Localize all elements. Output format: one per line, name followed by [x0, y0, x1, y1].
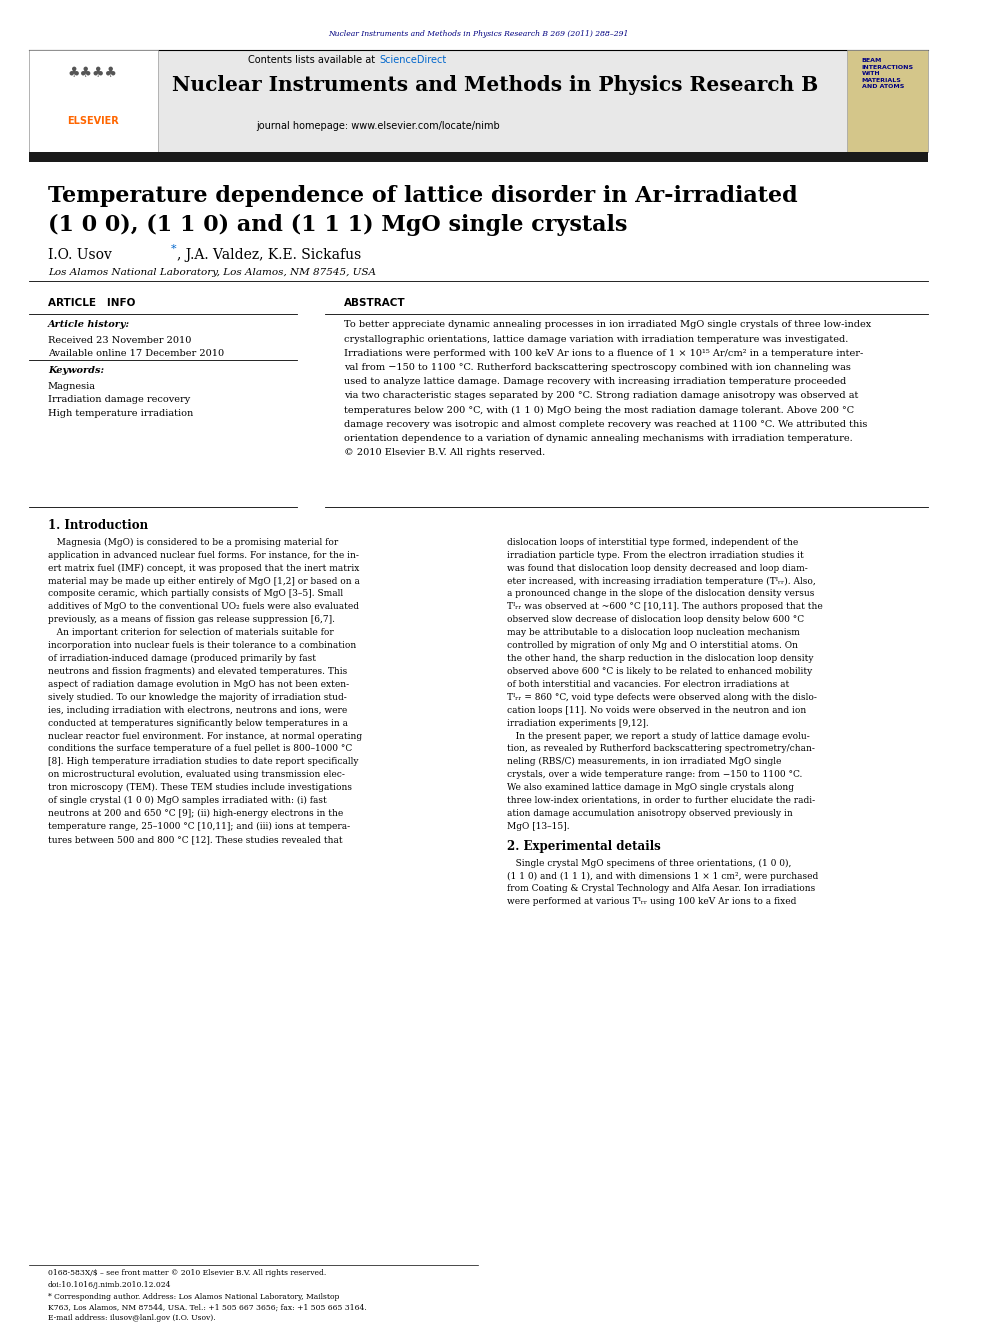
- Text: may be attributable to a dislocation loop nucleation mechanism: may be attributable to a dislocation loo…: [507, 628, 800, 638]
- Text: Nuclear Instruments and Methods in Physics Research B: Nuclear Instruments and Methods in Physi…: [173, 75, 818, 95]
- Text: 0168-583X/$ – see front matter © 2010 Elsevier B.V. All rights reserved.: 0168-583X/$ – see front matter © 2010 El…: [48, 1269, 326, 1277]
- Text: the other hand, the sharp reduction in the dislocation loop density: the other hand, the sharp reduction in t…: [507, 654, 813, 663]
- Text: neutrons and fission fragments) and elevated temperatures. This: neutrons and fission fragments) and elev…: [48, 667, 347, 676]
- Text: crystals, over a wide temperature range: from −150 to 1100 °C.: crystals, over a wide temperature range:…: [507, 770, 803, 779]
- Text: aspect of radiation damage evolution in MgO has not been exten-: aspect of radiation damage evolution in …: [48, 680, 349, 689]
- Text: eter increased, with increasing irradiation temperature (Tᴵᵣᵣ). Also,: eter increased, with increasing irradiat…: [507, 577, 815, 586]
- Text: ation damage accumulation anisotropy observed previously in: ation damage accumulation anisotropy obs…: [507, 810, 793, 818]
- Text: Article history:: Article history:: [48, 320, 130, 329]
- Text: © 2010 Elsevier B.V. All rights reserved.: © 2010 Elsevier B.V. All rights reserved…: [344, 448, 546, 458]
- Text: used to analyze lattice damage. Damage recovery with increasing irradiation temp: used to analyze lattice damage. Damage r…: [344, 377, 847, 386]
- Text: incorporation into nuclear fuels is their tolerance to a combination: incorporation into nuclear fuels is thei…: [48, 642, 356, 650]
- Text: (1 1 0) and (1 1 1), and with dimensions 1 × 1 cm², were purchased: (1 1 0) and (1 1 1), and with dimensions…: [507, 872, 818, 881]
- Text: *: *: [171, 243, 176, 254]
- Text: MgO [13–15].: MgO [13–15].: [507, 822, 569, 831]
- FancyBboxPatch shape: [29, 152, 929, 163]
- Text: K763, Los Alamos, NM 87544, USA. Tel.: +1 505 667 3656; fax: +1 505 665 3164.: K763, Los Alamos, NM 87544, USA. Tel.: +…: [48, 1303, 367, 1311]
- Text: [8]. High temperature irradiation studies to date report specifically: [8]. High temperature irradiation studie…: [48, 757, 358, 766]
- Text: Keywords:: Keywords:: [48, 366, 104, 376]
- Text: of single crystal (1 0 0) MgO samples irradiated with: (i) fast: of single crystal (1 0 0) MgO samples ir…: [48, 796, 326, 806]
- Text: observed slow decrease of dislocation loop density below 600 °C: observed slow decrease of dislocation lo…: [507, 615, 805, 624]
- Text: ert matrix fuel (IMF) concept, it was proposed that the inert matrix: ert matrix fuel (IMF) concept, it was pr…: [48, 564, 359, 573]
- Text: neutrons at 200 and 650 °C [9]; (ii) high-energy electrons in the: neutrons at 200 and 650 °C [9]; (ii) hig…: [48, 810, 343, 818]
- Text: Los Alamos National Laboratory, Los Alamos, NM 87545, USA: Los Alamos National Laboratory, Los Alam…: [48, 267, 376, 277]
- Text: observed above 600 °C is likely to be related to enhanced mobility: observed above 600 °C is likely to be re…: [507, 667, 812, 676]
- Text: sively studied. To our knowledge the majority of irradiation stud-: sively studied. To our knowledge the maj…: [48, 693, 346, 701]
- Text: tion, as revealed by Rutherford backscattering spectrometry/chan-: tion, as revealed by Rutherford backscat…: [507, 745, 815, 753]
- Text: ♣♣♣♣: ♣♣♣♣: [67, 66, 118, 79]
- Text: temperatures below 200 °C, with (1 1 0) MgO being the most radiation damage tole: temperatures below 200 °C, with (1 1 0) …: [344, 406, 854, 415]
- Text: orientation dependence to a variation of dynamic annealing mechanisms with irrad: orientation dependence to a variation of…: [344, 434, 853, 443]
- Text: via two characteristic stages separated by 200 °C. Strong radiation damage aniso: via two characteristic stages separated …: [344, 392, 859, 401]
- Text: tron microscopy (TEM). These TEM studies include investigations: tron microscopy (TEM). These TEM studies…: [48, 783, 352, 792]
- Text: on microstructural evolution, evaluated using transmission elec-: on microstructural evolution, evaluated …: [48, 770, 344, 779]
- Text: composite ceramic, which partially consists of MgO [3–5]. Small: composite ceramic, which partially consi…: [48, 590, 343, 598]
- Text: irradiation particle type. From the electron irradiation studies it: irradiation particle type. From the elec…: [507, 550, 804, 560]
- Text: temperature range, 25–1000 °C [10,11]; and (iii) ions at tempera-: temperature range, 25–1000 °C [10,11]; a…: [48, 822, 350, 831]
- Text: ARTICLE   INFO: ARTICLE INFO: [48, 298, 135, 308]
- Text: , J.A. Valdez, K.E. Sickafus: , J.A. Valdez, K.E. Sickafus: [177, 247, 361, 262]
- Text: material may be made up either entirely of MgO [1,2] or based on a: material may be made up either entirely …: [48, 577, 360, 586]
- Text: Tᴵᵣᵣ was observed at ~600 °C [10,11]. The authors proposed that the: Tᴵᵣᵣ was observed at ~600 °C [10,11]. Th…: [507, 602, 822, 611]
- Text: High temperature irradiation: High temperature irradiation: [48, 409, 193, 418]
- Text: additives of MgO to the conventional UO₂ fuels were also evaluated: additives of MgO to the conventional UO₂…: [48, 602, 359, 611]
- Text: Nuclear Instruments and Methods in Physics Research B 269 (2011) 288–291: Nuclear Instruments and Methods in Physi…: [328, 30, 629, 38]
- Text: Temperature dependence of lattice disorder in Ar-irradiated: Temperature dependence of lattice disord…: [48, 184, 798, 206]
- Text: Magnesia (MgO) is considered to be a promising material for: Magnesia (MgO) is considered to be a pro…: [48, 537, 338, 546]
- Text: I.O. Usov: I.O. Usov: [48, 247, 112, 262]
- Text: previously, as a means of fission gas release suppression [6,7].: previously, as a means of fission gas re…: [48, 615, 335, 624]
- Text: damage recovery was isotropic and almost complete recovery was reached at 1100 °: damage recovery was isotropic and almost…: [344, 419, 868, 429]
- Text: Available online 17 December 2010: Available online 17 December 2010: [48, 349, 224, 359]
- Text: To better appreciate dynamic annealing processes in ion irradiated MgO single cr: To better appreciate dynamic annealing p…: [344, 320, 872, 329]
- Text: An important criterion for selection of materials suitable for: An important criterion for selection of …: [48, 628, 333, 638]
- Text: crystallographic orientations, lattice damage variation with irradiation tempera: crystallographic orientations, lattice d…: [344, 335, 849, 344]
- FancyBboxPatch shape: [29, 50, 847, 152]
- Text: ABSTRACT: ABSTRACT: [344, 298, 406, 308]
- Text: ies, including irradiation with electrons, neutrons and ions, were: ies, including irradiation with electron…: [48, 705, 347, 714]
- Text: application in advanced nuclear fuel forms. For instance, for the in-: application in advanced nuclear fuel for…: [48, 550, 359, 560]
- Text: irradiation experiments [9,12].: irradiation experiments [9,12].: [507, 718, 649, 728]
- Text: of irradiation-induced damage (produced primarily by fast: of irradiation-induced damage (produced …: [48, 654, 315, 663]
- Text: 1. Introduction: 1. Introduction: [48, 520, 148, 532]
- Text: We also examined lattice damage in MgO single crystals along: We also examined lattice damage in MgO s…: [507, 783, 794, 792]
- Text: dislocation loops of interstitial type formed, independent of the: dislocation loops of interstitial type f…: [507, 537, 799, 546]
- Text: doi:10.1016/j.nimb.2010.12.024: doi:10.1016/j.nimb.2010.12.024: [48, 1281, 172, 1289]
- Text: were performed at various Tᴵᵣᵣ using 100 keV Ar ions to a fixed: were performed at various Tᴵᵣᵣ using 100…: [507, 897, 797, 906]
- Text: conditions the surface temperature of a fuel pellet is 800–1000 °C: conditions the surface temperature of a …: [48, 745, 352, 753]
- Text: val from −150 to 1100 °C. Rutherford backscattering spectroscopy combined with i: val from −150 to 1100 °C. Rutherford bac…: [344, 363, 851, 372]
- Text: ScienceDirect: ScienceDirect: [379, 56, 446, 65]
- Text: (1 0 0), (1 1 0) and (1 1 1) MgO single crystals: (1 0 0), (1 1 0) and (1 1 1) MgO single …: [48, 213, 627, 235]
- Text: Irradiations were performed with 100 keV Ar ions to a fluence of 1 × 10¹⁵ Ar/cm²: Irradiations were performed with 100 keV…: [344, 349, 864, 357]
- Text: In the present paper, we report a study of lattice damage evolu-: In the present paper, we report a study …: [507, 732, 809, 741]
- Text: Magnesia: Magnesia: [48, 382, 96, 392]
- Text: was found that dislocation loop density decreased and loop diam-: was found that dislocation loop density …: [507, 564, 807, 573]
- FancyBboxPatch shape: [29, 50, 158, 152]
- Text: conducted at temperatures significantly below temperatures in a: conducted at temperatures significantly …: [48, 718, 348, 728]
- Text: from Coating & Crystal Technology and Alfa Aesar. Ion irradiations: from Coating & Crystal Technology and Al…: [507, 884, 815, 893]
- Text: 2. Experimental details: 2. Experimental details: [507, 840, 661, 853]
- Text: three low-index orientations, in order to further elucidate the radi-: three low-index orientations, in order t…: [507, 796, 815, 806]
- Text: tures between 500 and 800 °C [12]. These studies revealed that: tures between 500 and 800 °C [12]. These…: [48, 835, 342, 844]
- Text: journal homepage: www.elsevier.com/locate/nimb: journal homepage: www.elsevier.com/locat…: [256, 122, 500, 131]
- Text: controlled by migration of only Mg and O interstitial atoms. On: controlled by migration of only Mg and O…: [507, 642, 799, 650]
- Text: * Corresponding author. Address: Los Alamos National Laboratory, Mailstop: * Corresponding author. Address: Los Ala…: [48, 1293, 339, 1301]
- Text: neling (RBS/C) measurements, in ion irradiated MgO single: neling (RBS/C) measurements, in ion irra…: [507, 757, 782, 766]
- Text: Tᴵᵣᵣ = 860 °C, void type defects were observed along with the dislo-: Tᴵᵣᵣ = 860 °C, void type defects were ob…: [507, 693, 817, 701]
- Text: of both interstitial and vacancies. For electron irradiations at: of both interstitial and vacancies. For …: [507, 680, 790, 689]
- FancyBboxPatch shape: [847, 50, 929, 152]
- Text: Contents lists available at: Contents lists available at: [248, 56, 378, 65]
- Text: E-mail address: ilusov@lanl.gov (I.O. Usov).: E-mail address: ilusov@lanl.gov (I.O. Us…: [48, 1314, 215, 1322]
- Text: ELSEVIER: ELSEVIER: [66, 116, 119, 126]
- Text: Irradiation damage recovery: Irradiation damage recovery: [48, 396, 190, 405]
- Text: cation loops [11]. No voids were observed in the neutron and ion: cation loops [11]. No voids were observe…: [507, 705, 806, 714]
- Text: BEAM
INTERACTIONS
WITH
MATERIALS
AND ATOMS: BEAM INTERACTIONS WITH MATERIALS AND ATO…: [862, 58, 914, 90]
- Text: Received 23 November 2010: Received 23 November 2010: [48, 336, 191, 345]
- Text: Single crystal MgO specimens of three orientations, (1 0 0),: Single crystal MgO specimens of three or…: [507, 859, 792, 868]
- Text: nuclear reactor fuel environment. For instance, at normal operating: nuclear reactor fuel environment. For in…: [48, 732, 362, 741]
- Text: a pronounced change in the slope of the dislocation density versus: a pronounced change in the slope of the …: [507, 590, 814, 598]
